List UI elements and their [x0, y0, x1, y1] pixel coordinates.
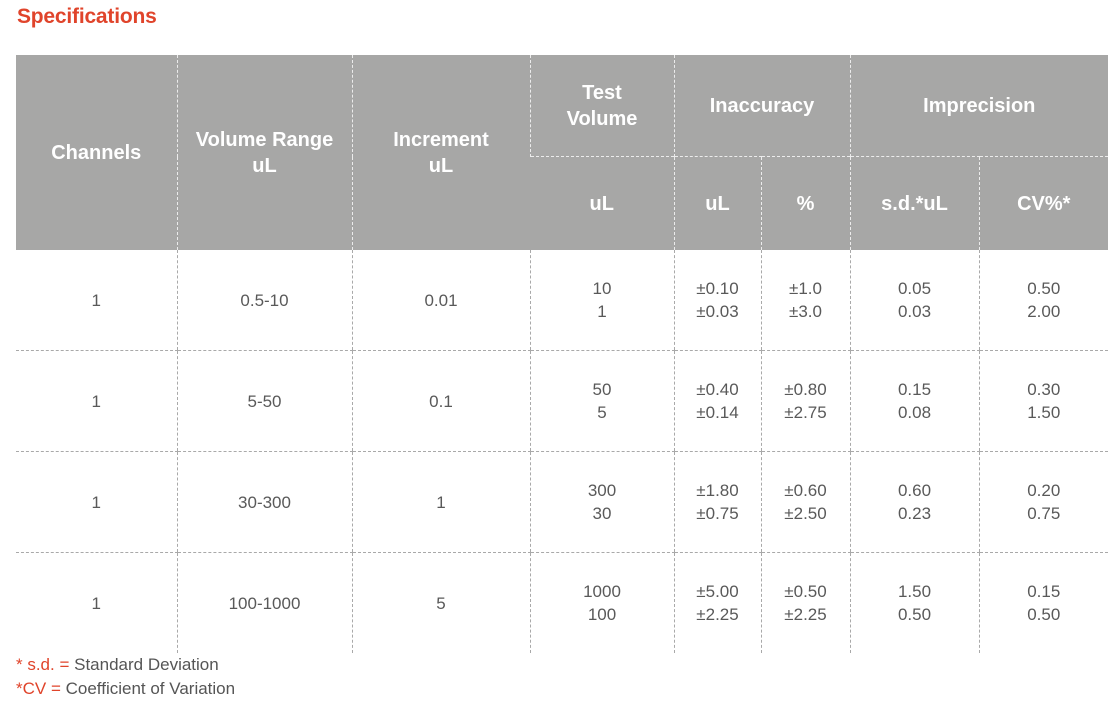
cell-inaccuracy-percent: ±0.80 ±2.75	[760, 350, 851, 452]
cell-test-volume: 300 30	[529, 451, 674, 553]
cell-channels: 1	[16, 250, 177, 351]
cell-inaccuracy-ul: ±5.00 ±2.25	[673, 552, 761, 653]
table-row: 1 0.5-10 0.01 10 1 ±0.10 ±0.03 ±1.0 ±3.0 0.…	[16, 250, 1109, 351]
table-row: 1 100-1000 5 1000 100 ±5.00 ±2.25 ±0.50 ±2.…	[16, 552, 1109, 653]
cell-channels: 1	[16, 350, 177, 452]
header-inaccuracy-percent: %	[760, 156, 851, 250]
cell-imprecision-cv: 0.50 2.00	[978, 250, 1109, 351]
specifications-table: Channels Volume Range uL Increment uL Te…	[16, 55, 1109, 653]
page-title: Specifications	[17, 5, 157, 28]
cell-imprecision-cv: 0.15 0.50	[978, 552, 1109, 653]
cell-inaccuracy-ul: ±0.40 ±0.14	[673, 350, 761, 452]
cell-channels: 1	[91, 593, 101, 613]
header-imprecision-sd: s.d.*uL	[849, 156, 980, 250]
cell-volume-range: 100-1000	[176, 552, 352, 653]
cell-test-volume: 50 5	[529, 350, 674, 452]
footnotes: * s.d. = Standard Deviation *CV = Coeffi…	[16, 653, 235, 701]
cell-increment: 0.01	[351, 250, 530, 351]
cell-volume-range: 5-50	[176, 350, 352, 452]
header-imprecision: Imprecision	[849, 55, 1109, 157]
cell-imprecision-sd: 1.50 0.50	[849, 552, 980, 653]
header-increment: Increment uL	[351, 55, 530, 250]
footnote-sd: * s.d. = Standard Deviation	[16, 655, 219, 674]
header-inaccuracy-ul: uL	[673, 156, 761, 250]
cell-test-volume: 1000 100	[529, 552, 674, 653]
cell-volume-range: 30-300	[176, 451, 352, 553]
cell-test-volume: 10 1	[529, 250, 674, 351]
header-inaccuracy: Inaccuracy	[673, 55, 851, 157]
header-imprecision-cv: CV%*	[978, 156, 1109, 250]
cell-increment: 5	[351, 552, 530, 653]
footnote-cv: *CV = Coefficient of Variation	[16, 679, 236, 698]
header-volume-range: Volume Range uL	[176, 55, 352, 250]
cell-imprecision-sd: 0.60 0.23	[849, 451, 980, 553]
table-row: 1 5-50 0.1 50 5 ±0.40 ±0.14 ±0.80 ±2.75 0.1…	[16, 350, 1109, 452]
header-channels: Channels	[16, 55, 177, 250]
cell-imprecision-cv: 0.20 0.75	[978, 451, 1109, 553]
cell-volume-range: 0.5-10	[176, 250, 352, 351]
cell-increment: 0.1	[351, 350, 530, 452]
cell-imprecision-sd: 0.05 0.03	[849, 250, 980, 351]
cell-increment: 1	[351, 451, 530, 553]
header-test-volume: Test Volume	[529, 55, 674, 157]
cell-inaccuracy-percent: ±1.0 ±3.0	[760, 250, 851, 351]
table-row: 1 30-300 1 300 30 ±1.80 ±0.75 ±0.60 ±2.50 0…	[16, 451, 1109, 553]
cell-inaccuracy-percent: ±0.60 ±2.50	[760, 451, 851, 553]
cell-imprecision-sd: 0.15 0.08	[849, 350, 980, 452]
cell-channels: 1	[16, 451, 177, 553]
cell-inaccuracy-percent: ±0.50 ±2.25	[760, 552, 851, 653]
cell-inaccuracy-ul: ±0.10 ±0.03	[673, 250, 761, 351]
header-test-volume-unit: uL	[530, 156, 674, 250]
cell-inaccuracy-ul: ±1.80 ±0.75	[673, 451, 761, 553]
cell-imprecision-cv: 0.30 1.50	[978, 350, 1109, 452]
